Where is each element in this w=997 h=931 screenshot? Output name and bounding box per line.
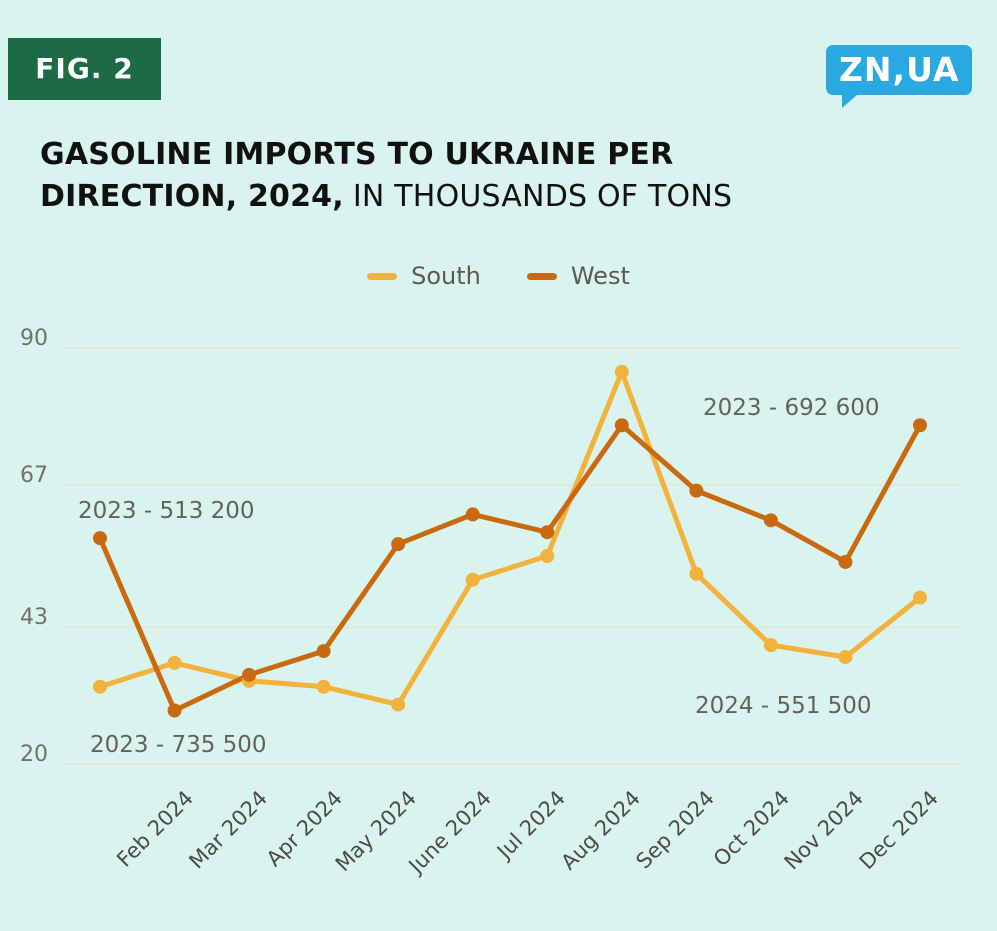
data-point-west	[167, 703, 182, 718]
chart-svg	[62, 347, 962, 765]
data-point-south	[316, 679, 331, 694]
legend-swatch-south	[367, 272, 398, 280]
legend-item-south[interactable]: South	[367, 262, 481, 290]
legend-item-west[interactable]: West	[526, 262, 630, 290]
chart-title-line2-regular: IN THOUSANDS OF TONS	[352, 179, 733, 214]
legend: South West	[0, 262, 997, 290]
series-line-south	[97, 369, 923, 708]
data-point-south	[763, 638, 778, 653]
data-point-west	[391, 537, 406, 552]
znua-logo-text: ZN,UA	[839, 50, 960, 89]
data-point-south	[838, 650, 853, 665]
data-point-south	[540, 549, 555, 563]
legend-label-west: West	[570, 262, 630, 290]
data-point-west	[838, 554, 853, 569]
data-point-south	[614, 364, 629, 379]
chart-title-line2: DIRECTION, 2024, IN THOUSANDS OF TONS	[40, 176, 732, 218]
data-point-south	[391, 697, 406, 712]
annotation: 2023 - 735 500	[90, 732, 267, 758]
legend-label-south: South	[411, 262, 481, 290]
data-point-south	[689, 566, 704, 581]
annotation: 2024 - 551 500	[695, 693, 872, 719]
legend-swatch-west	[526, 272, 557, 280]
chart-title: GASOLINE IMPORTS TO UKRAINE PER DIRECTIO…	[40, 134, 732, 218]
znua-logo: ZN,UA	[826, 45, 973, 108]
chart: 90 67 43 20 Feb 2024 Mar 2024 Apr 2024 May 2024…	[0, 320, 997, 931]
data-point-west	[93, 531, 107, 546]
data-point-south	[465, 572, 480, 587]
data-point-south	[93, 679, 107, 694]
data-point-west	[614, 418, 629, 433]
chart-title-line1-text: GASOLINE IMPORTS TO UKRAINE PER	[40, 137, 674, 172]
data-point-west	[465, 507, 480, 522]
data-point-west	[242, 667, 257, 682]
figure-number-badge: FIG. 2	[8, 38, 161, 100]
figure-number-label: FIG. 2	[35, 52, 134, 85]
chart-title-line1: GASOLINE IMPORTS TO UKRAINE PER	[40, 134, 732, 176]
data-point-west	[316, 644, 331, 659]
chart-title-line2-bold: DIRECTION, 2024,	[40, 179, 344, 214]
y-axis-label: 20	[20, 742, 48, 767]
series-line-west	[97, 422, 923, 714]
y-axis-label: 90	[20, 326, 48, 351]
data-point-west	[763, 513, 778, 528]
annotation: 2023 - 513 200	[78, 498, 255, 524]
data-point-west	[689, 483, 704, 498]
data-point-west	[540, 525, 555, 540]
annotation: 2023 - 692 600	[703, 395, 880, 421]
y-axis-label: 67	[20, 462, 48, 488]
data-point-south	[167, 655, 182, 670]
data-point-west	[913, 418, 927, 433]
y-axis-label: 43	[20, 605, 48, 631]
data-point-south	[913, 590, 927, 605]
